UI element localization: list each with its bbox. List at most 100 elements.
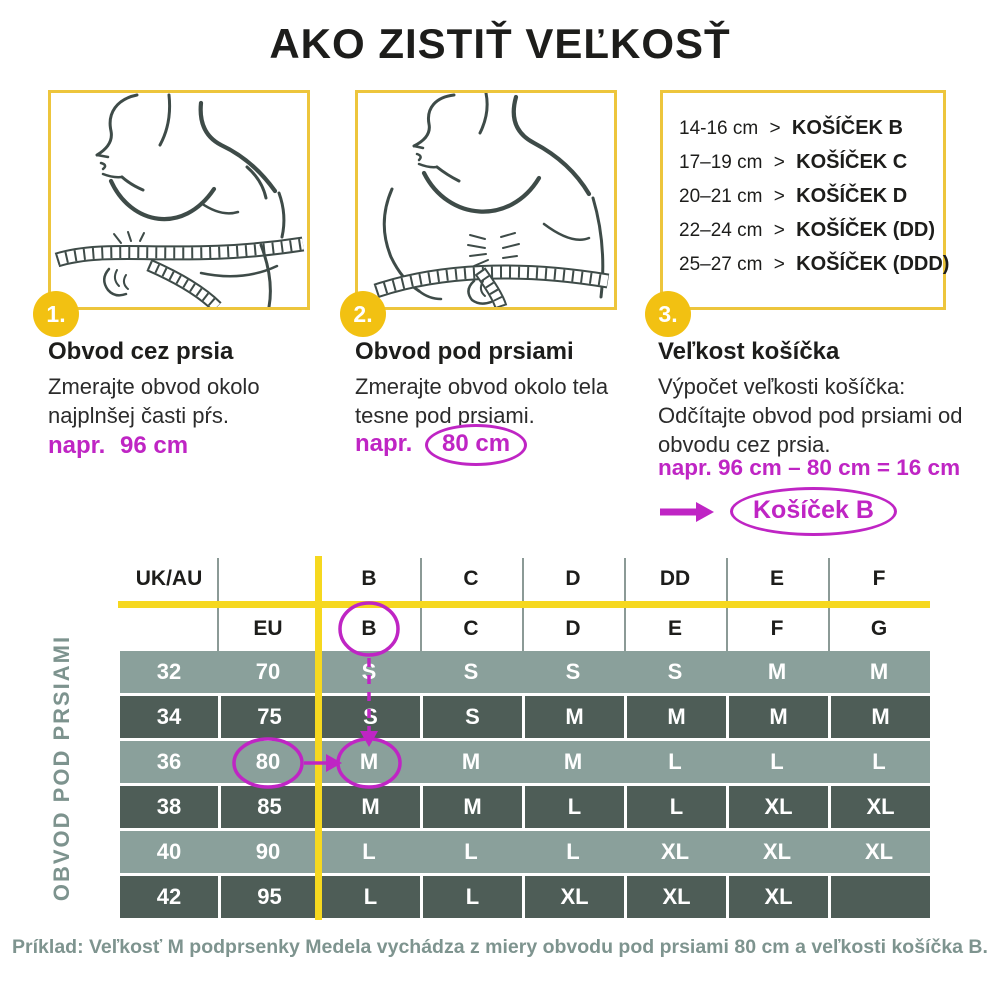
cell-size: M bbox=[563, 749, 583, 774]
cell-ukau: 36 bbox=[156, 749, 182, 774]
cell-eu: 95 bbox=[218, 876, 318, 918]
cell-size: XL bbox=[762, 839, 792, 864]
chest-measure-illustration-box bbox=[48, 90, 310, 310]
cup-name: KOŠÍČEK (DD) bbox=[796, 219, 936, 241]
header-cup: G bbox=[870, 617, 888, 640]
step-3-badge: 3. bbox=[645, 291, 691, 337]
cell-ukau: 40 bbox=[156, 839, 182, 864]
cell-size: S bbox=[565, 659, 581, 684]
header-cup: C bbox=[463, 617, 479, 640]
header-cup: E bbox=[769, 567, 784, 590]
underbust-measure-illustration bbox=[373, 93, 610, 307]
cup-range: 25–27 cm bbox=[679, 254, 763, 275]
cell-ukau: 34 bbox=[120, 696, 218, 738]
cell-size: M bbox=[522, 696, 624, 738]
cell-size: M bbox=[624, 696, 726, 738]
cell-size: M bbox=[828, 696, 930, 738]
header-ukau-label: UK/AU bbox=[135, 567, 203, 590]
step-2-heading: Obvod pod prsiami bbox=[355, 338, 574, 365]
step-3-heading: Veľkost košíčka bbox=[658, 338, 840, 365]
hand-outline bbox=[103, 267, 128, 297]
cell-size: XL bbox=[522, 876, 624, 918]
table-row: 36 80 M M M L L L bbox=[120, 741, 930, 783]
step-1-heading: Obvod cez prsia bbox=[48, 338, 234, 365]
arrow-right-icon bbox=[660, 501, 714, 522]
cell-size: XL bbox=[726, 786, 828, 828]
cell-size: XL bbox=[864, 839, 894, 864]
cup-range: 17–19 cm bbox=[679, 152, 763, 173]
header-eu-label: EU bbox=[253, 617, 283, 640]
header-cup: F bbox=[872, 567, 886, 590]
cell-size: L bbox=[522, 786, 624, 828]
size-table: UK/AU B C D DD E F EU B C D E F G 32 bbox=[118, 558, 930, 918]
cup-size-row: 25–27 cm > KOŠÍČEK (DDD) bbox=[679, 253, 949, 276]
cup-size-row: 22–24 cm > KOŠÍČEK (DD) bbox=[679, 219, 943, 242]
table-row: 34 75 S S M M M M bbox=[120, 696, 930, 738]
page-title: AKO ZISTIŤ VEĽKOSŤ bbox=[269, 20, 731, 67]
cell-size: XL bbox=[660, 839, 690, 864]
cell-size: L bbox=[668, 749, 682, 774]
table-row: 38 85 M M L L XL XL bbox=[120, 786, 930, 828]
cell-size: M bbox=[318, 786, 420, 828]
table-header-ukau: UK/AU B C D DD E F bbox=[120, 558, 930, 600]
step-1-example: napr. 96 cm bbox=[48, 432, 188, 460]
cell-size: S bbox=[463, 659, 479, 684]
header-cup: B bbox=[361, 617, 377, 640]
hand-outline bbox=[467, 279, 493, 305]
header-cup: D bbox=[565, 567, 581, 590]
cell-size: XL bbox=[726, 876, 828, 918]
example-prefix: napr. bbox=[355, 430, 413, 457]
yellow-divider-horizontal bbox=[118, 601, 930, 608]
cell-size: S bbox=[420, 696, 522, 738]
table-row: 40 90 L L L XL XL XL bbox=[120, 831, 930, 873]
cell-size bbox=[828, 876, 930, 918]
cell-eu-highlighted: 80 bbox=[255, 749, 281, 774]
table-row: 32 70 S S S S M M bbox=[120, 651, 930, 693]
cell-size: M bbox=[726, 696, 828, 738]
header-cup: E bbox=[667, 617, 682, 640]
table-header-eu: EU B C D E F G bbox=[120, 608, 930, 650]
step-2-example: napr. 80 cm bbox=[355, 424, 528, 466]
cell-size: L bbox=[318, 876, 420, 918]
cup-separator: > bbox=[773, 186, 785, 207]
cup-separator: > bbox=[769, 118, 781, 139]
cup-size-row: 14-16 cm > KOŠÍČEK B bbox=[679, 117, 943, 140]
cup-name: KOŠÍČEK B bbox=[791, 117, 903, 139]
cell-size: S bbox=[318, 696, 420, 738]
cell-ukau: 42 bbox=[120, 876, 218, 918]
table-row: 42 95 L L XL XL XL bbox=[120, 876, 930, 918]
cell-size: L bbox=[464, 839, 478, 864]
cell-eu: 75 bbox=[218, 696, 318, 738]
cell-size: M bbox=[767, 659, 787, 684]
cup-range: 14-16 cm bbox=[679, 118, 759, 139]
cell-size: L bbox=[420, 876, 522, 918]
cup-separator: > bbox=[773, 220, 785, 241]
chest-measure-illustration bbox=[54, 93, 305, 307]
cell-size: M bbox=[420, 786, 522, 828]
step-3-body: Výpočet veľkosti košíčka: Odčítajte obvo… bbox=[658, 374, 963, 458]
cell-size: M bbox=[461, 749, 481, 774]
cell-size: L bbox=[362, 839, 376, 864]
table-body: 32 70 S S S S M M 34 75 S S M M M M 36 bbox=[120, 651, 930, 921]
cell-size-highlighted: M bbox=[359, 749, 379, 774]
cell-eu: 85 bbox=[218, 786, 318, 828]
header-cup: C bbox=[463, 567, 479, 590]
cell-ukau: 32 bbox=[156, 659, 182, 684]
step-1-badge: 1. bbox=[33, 291, 79, 337]
cup-separator: > bbox=[773, 152, 785, 173]
cell-size: S bbox=[361, 659, 377, 684]
side-label-underbust: OBVOD POD PRSIAMI bbox=[49, 634, 74, 902]
header-empty bbox=[120, 608, 218, 650]
step-1-body: Zmerajte obvod okolo najplnšej časti pŕs… bbox=[48, 374, 260, 429]
cell-size: M bbox=[869, 659, 889, 684]
yellow-divider-vertical bbox=[315, 556, 322, 920]
cell-ukau: 38 bbox=[120, 786, 218, 828]
cup-size-chart-box: 14-16 cm > KOŠÍČEK B 17–19 cm > KOŠÍČEK … bbox=[660, 90, 949, 310]
step-3-text: Veľkost košíčka Výpočet veľkosti košíčka… bbox=[658, 338, 968, 459]
header-cup: F bbox=[770, 617, 784, 640]
header-empty bbox=[218, 558, 318, 600]
cup-separator: > bbox=[773, 254, 785, 275]
cell-size: XL bbox=[624, 876, 726, 918]
cell-size: L bbox=[872, 749, 886, 774]
